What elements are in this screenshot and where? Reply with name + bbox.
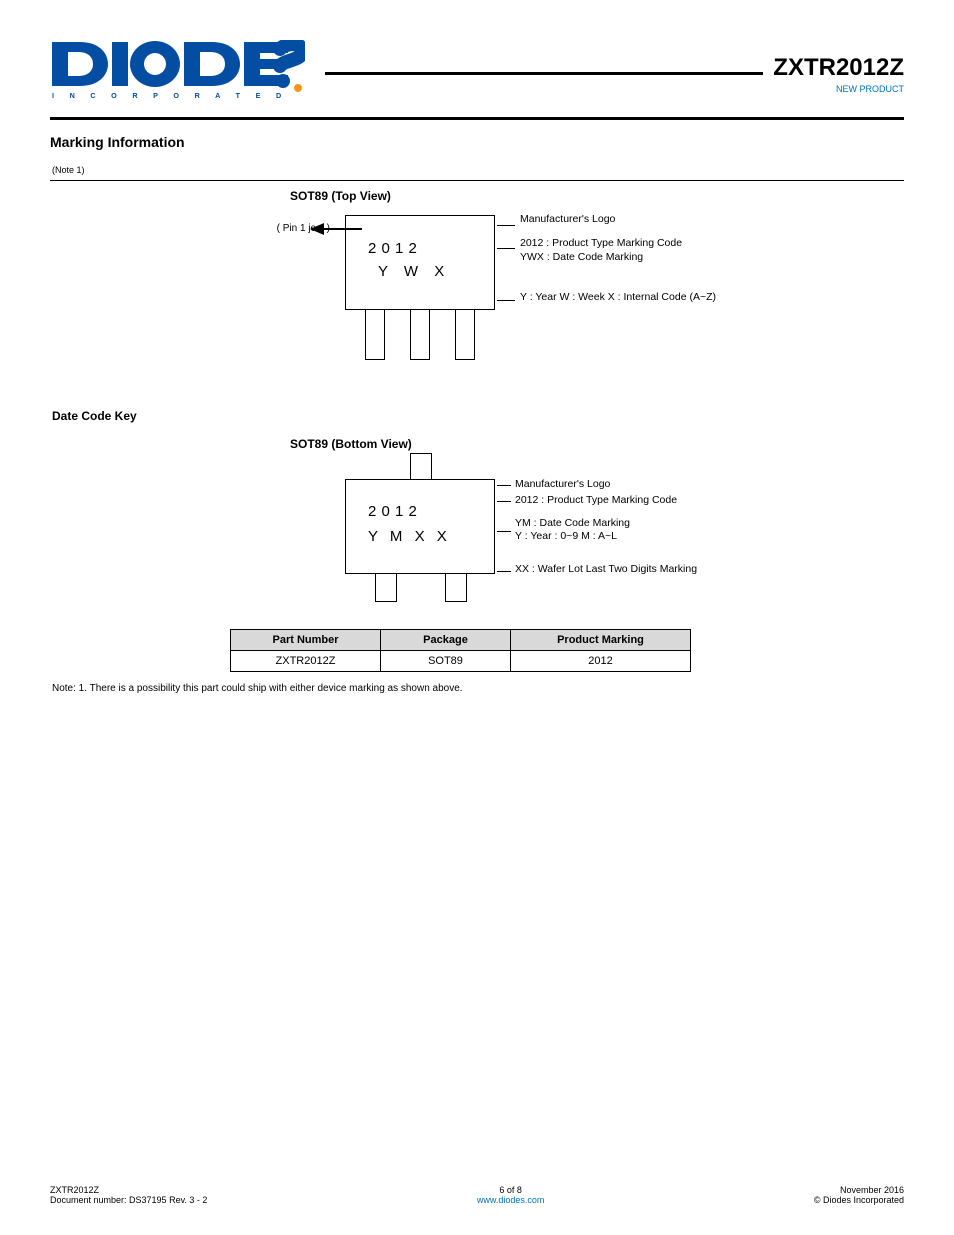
pkg2-line1: 2 0 1 2: [368, 503, 417, 520]
footer-link[interactable]: www.diodes.com: [207, 1195, 813, 1205]
rule-thick-1: [50, 117, 904, 120]
mline1b: [497, 248, 515, 249]
footer-date: November 2016: [814, 1185, 904, 1195]
mline2d: [497, 571, 511, 572]
pkg1-line1: 2 0 1 2: [368, 240, 417, 257]
footer-copy: © Diodes Incorporated: [814, 1195, 904, 1205]
sot89-lead1: [365, 310, 385, 360]
pkg1-lbl-logo: Manufacturer's Logo: [520, 213, 660, 226]
sot89b-lead2: [445, 574, 467, 602]
th-part: Part Number: [231, 630, 381, 651]
mline1a: [497, 225, 515, 226]
sot89-lead3: [455, 310, 475, 360]
pkg2-line2: Y M X X: [368, 528, 451, 545]
sot89b-lead1: [375, 574, 397, 602]
pkg1-lbl-date1: YWX : Date Code Marking: [520, 251, 740, 264]
pkg2-lbl-date1: YM : Date Code Marking: [515, 517, 630, 530]
footer-page: 6 of 8: [207, 1185, 813, 1195]
td-pkg: SOT89: [381, 651, 511, 672]
pkg2-lbl-part: 2012 : Product Type Marking Code: [515, 494, 677, 507]
mline2c: [497, 531, 511, 532]
sot89-body-bottom: [345, 479, 495, 574]
note1-ref: (Note 1): [52, 165, 85, 175]
part-number: ZXTR2012Z: [773, 54, 904, 82]
pkg2-lbl-logo: Manufacturer's Logo: [515, 478, 610, 491]
pkg1-lbl-date2: Y : Year W : Week X : Internal Code (A~Z…: [520, 291, 780, 304]
pkg1-name: SOT89 (Top View): [290, 189, 904, 203]
pkg2-lbl-date2: Y : Year : 0~9 M : A~L: [515, 530, 617, 543]
sot89-tab: [410, 453, 432, 479]
td-part: ZXTR2012Z: [231, 651, 381, 672]
sot89-lead2: [410, 310, 430, 360]
section-title: Marking Information: [50, 134, 904, 150]
note1-text: Note: 1. There is a possibility this par…: [52, 682, 904, 696]
footer-part: ZXTR2012Z: [50, 1185, 207, 1195]
diodes-logo: I N C O R P O R A T E D: [50, 40, 305, 107]
header-rule: [325, 72, 763, 75]
th-pkg: Package: [381, 630, 511, 651]
mline1c: [497, 300, 515, 301]
mline2b: [497, 501, 511, 502]
pkg1-pin1-label: ( Pin 1 ject ): [220, 222, 330, 235]
td-mark: 2012: [511, 651, 691, 672]
pkg2-name: SOT89 (Bottom View): [290, 437, 904, 451]
table-row: ZXTR2012Z SOT89 2012: [231, 651, 691, 672]
pkg1-lbl-part: 2012 : Product Type Marking Code: [520, 237, 740, 250]
pkg1-line2: Y W X: [378, 263, 450, 280]
page-footer: ZXTR2012Z Document number: DS37195 Rev. …: [50, 1185, 904, 1205]
pkg2-lbl-wafer: XX : Wafer Lot Last Two Digits Marking: [515, 563, 775, 576]
th-mark: Product Marking: [511, 630, 691, 651]
marking-table: Part Number Package Product Marking ZXTR…: [230, 629, 691, 672]
date-code-heading: Date Code Key: [52, 409, 904, 423]
mline2a: [497, 485, 511, 486]
header-subtitle: NEW PRODUCT: [773, 84, 904, 94]
rule-thin-1: [50, 180, 904, 181]
svg-text:I N C O R P O R A T E D: I N C O R P O R A T E D: [52, 91, 288, 100]
footer-doc: Document number: DS37195 Rev. 3 - 2: [50, 1195, 207, 1205]
